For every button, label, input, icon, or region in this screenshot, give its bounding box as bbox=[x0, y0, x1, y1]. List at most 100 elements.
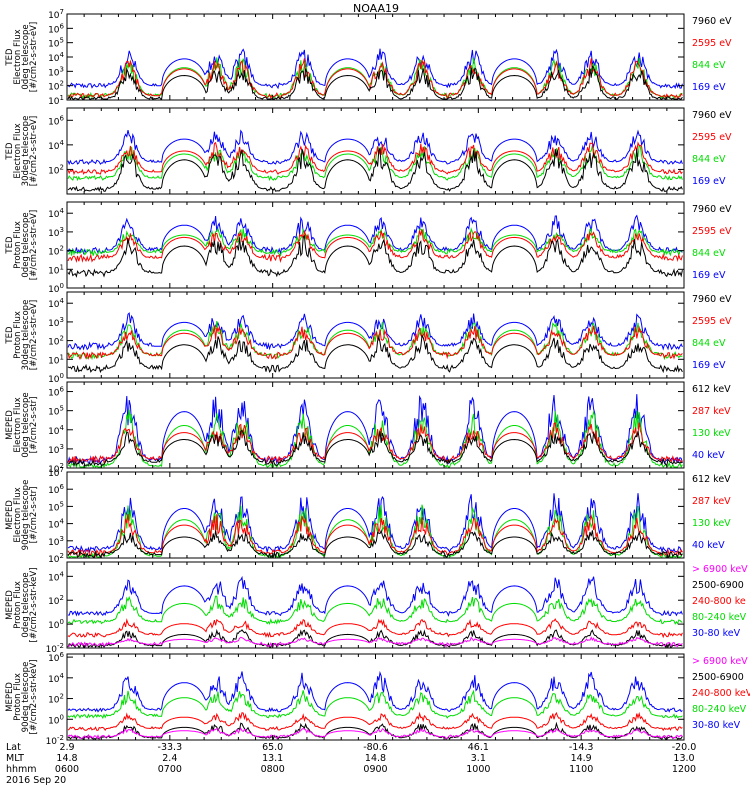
trace--6900-kev bbox=[67, 727, 683, 740]
y-tick-label: 102 bbox=[48, 552, 64, 565]
legend-entry: 240-800 keV bbox=[692, 688, 750, 699]
legend-entry: 169 eV bbox=[692, 176, 726, 187]
x-tick-mlt: 14.9 bbox=[571, 753, 592, 764]
legend-entry: 169 eV bbox=[692, 270, 726, 281]
y-axis-label-line: 0deg telescope bbox=[21, 572, 31, 637]
trace-240-800-kev bbox=[67, 711, 683, 732]
legend-entry: 169 eV bbox=[692, 360, 726, 371]
legend-entry: > 6900 keV bbox=[692, 564, 748, 575]
x-tick-mlt: 13.0 bbox=[673, 753, 694, 764]
trace-169-ev bbox=[67, 48, 683, 90]
y-axis-label-line: 0deg telescope bbox=[21, 212, 31, 277]
x-tick-mlt: 2.4 bbox=[162, 753, 177, 764]
y-tick-label: 102 bbox=[48, 335, 64, 348]
trace-844-ev bbox=[67, 143, 683, 182]
y-axis-label-line: TED bbox=[5, 142, 15, 161]
legend-entry: 30-80 keV bbox=[692, 628, 741, 639]
y-axis-label-line: Electron Flux bbox=[13, 123, 23, 178]
y-axis-label-line: MEPED bbox=[5, 682, 15, 712]
y-axis-label-line: 30deg telescope bbox=[21, 300, 31, 371]
trace-844-ev bbox=[67, 321, 683, 361]
trace-2595-ev bbox=[67, 58, 683, 100]
x-tick-time: 1000 bbox=[466, 764, 490, 775]
legend-entry: 844 eV bbox=[692, 154, 726, 165]
x-tick-mlt: 14.8 bbox=[56, 753, 77, 764]
y-tick-label: 106 bbox=[48, 22, 64, 35]
trace-169-ev bbox=[67, 129, 683, 166]
trace-240-800-ke bbox=[67, 618, 683, 639]
trace-612-kev bbox=[67, 529, 683, 559]
y-axis-label-line: TED bbox=[5, 326, 15, 345]
trace-40-kev bbox=[67, 394, 683, 465]
x-tick-time: 1200 bbox=[672, 764, 696, 775]
y-tick-label: 101 bbox=[48, 353, 64, 366]
x-tick-lat: 2.9 bbox=[59, 742, 74, 753]
x-axis: LatMLThhmm2.914.80600-33.32.4070065.013.… bbox=[6, 742, 696, 786]
legend-entry: 612 keV bbox=[692, 384, 731, 395]
y-tick-label: 106 bbox=[48, 114, 64, 127]
x-tick-lat: 65.0 bbox=[262, 742, 283, 753]
x-row-label: hhmm bbox=[6, 764, 37, 775]
y-axis-label-line: 30deg telescope bbox=[21, 116, 31, 187]
y-axis-label-line: [#/cm2-s-str-eV] bbox=[29, 116, 39, 186]
y-axis-label-line: Proton Flux bbox=[13, 673, 23, 721]
legend-entry: 80-240 keV bbox=[692, 612, 747, 623]
y-axis-label-line: MEPED bbox=[5, 410, 15, 440]
y-tick-label: 101 bbox=[48, 94, 64, 107]
trace-130-kev bbox=[67, 409, 683, 469]
trace-30-80-kev bbox=[67, 575, 683, 617]
y-tick-label: 104 bbox=[48, 570, 64, 583]
y-axis-label-line: [#/cm2-s-str] bbox=[29, 487, 39, 544]
y-tick-label: 104 bbox=[48, 139, 64, 152]
y-tick-label: 107 bbox=[48, 466, 64, 479]
y-tick-label: 104 bbox=[48, 297, 64, 310]
y-tick-label: 10-2 bbox=[46, 642, 64, 655]
y-tick-label: 103 bbox=[48, 316, 64, 329]
y-tick-label: 102 bbox=[48, 245, 64, 258]
y-axis-label-line: [#/cm2-s-str] bbox=[29, 397, 39, 454]
y-tick-label: 103 bbox=[48, 443, 64, 456]
x-tick-mlt: 13.1 bbox=[262, 753, 283, 764]
y-tick-label: 107 bbox=[48, 8, 64, 21]
x-tick-lat: -14.3 bbox=[569, 742, 594, 753]
legend-entry: 40 keV bbox=[692, 450, 725, 461]
trace-169-ev bbox=[67, 312, 683, 351]
trace-169-ev bbox=[67, 214, 683, 255]
y-tick-label: 104 bbox=[48, 672, 64, 685]
legend-entry: 287 keV bbox=[692, 406, 731, 417]
trace-80-240-kev bbox=[67, 689, 683, 720]
trace-80-240-kev bbox=[67, 595, 683, 626]
y-axis-label-line: Proton Flux bbox=[13, 221, 23, 269]
x-tick-lat: -80.6 bbox=[363, 742, 388, 753]
y-tick-label: 102 bbox=[48, 462, 64, 475]
legend-entry: 130 keV bbox=[692, 428, 731, 439]
y-axis-label-line: TED bbox=[5, 48, 15, 67]
y-tick-label: 102 bbox=[48, 693, 64, 706]
trace-2595-ev bbox=[67, 325, 683, 361]
y-tick-label: 106 bbox=[48, 651, 64, 664]
trace-2595-ev bbox=[67, 141, 683, 176]
trace--6900-kev bbox=[67, 636, 683, 648]
date-label: 2016 Sep 20 bbox=[6, 775, 66, 786]
y-tick-label: 102 bbox=[48, 163, 64, 176]
y-tick-label: 102 bbox=[48, 80, 64, 93]
x-tick-time: 1100 bbox=[569, 764, 593, 775]
trace-7960-ev bbox=[67, 334, 683, 374]
legend-entry: 844 eV bbox=[692, 248, 726, 259]
y-tick-label: 100 bbox=[48, 618, 64, 631]
legend-entry: > 6900 keV bbox=[692, 656, 748, 667]
trace-2595-ev bbox=[67, 229, 683, 264]
y-tick-label: 105 bbox=[48, 37, 64, 50]
y-tick-label: 104 bbox=[48, 424, 64, 437]
x-tick-time: 0800 bbox=[261, 764, 285, 775]
x-tick-time: 0900 bbox=[363, 764, 387, 775]
trace-612-kev bbox=[68, 429, 683, 468]
y-tick-label: 100 bbox=[48, 282, 64, 295]
legend-entry: 7960 eV bbox=[692, 204, 732, 215]
legend-entry: 169 eV bbox=[692, 82, 726, 93]
